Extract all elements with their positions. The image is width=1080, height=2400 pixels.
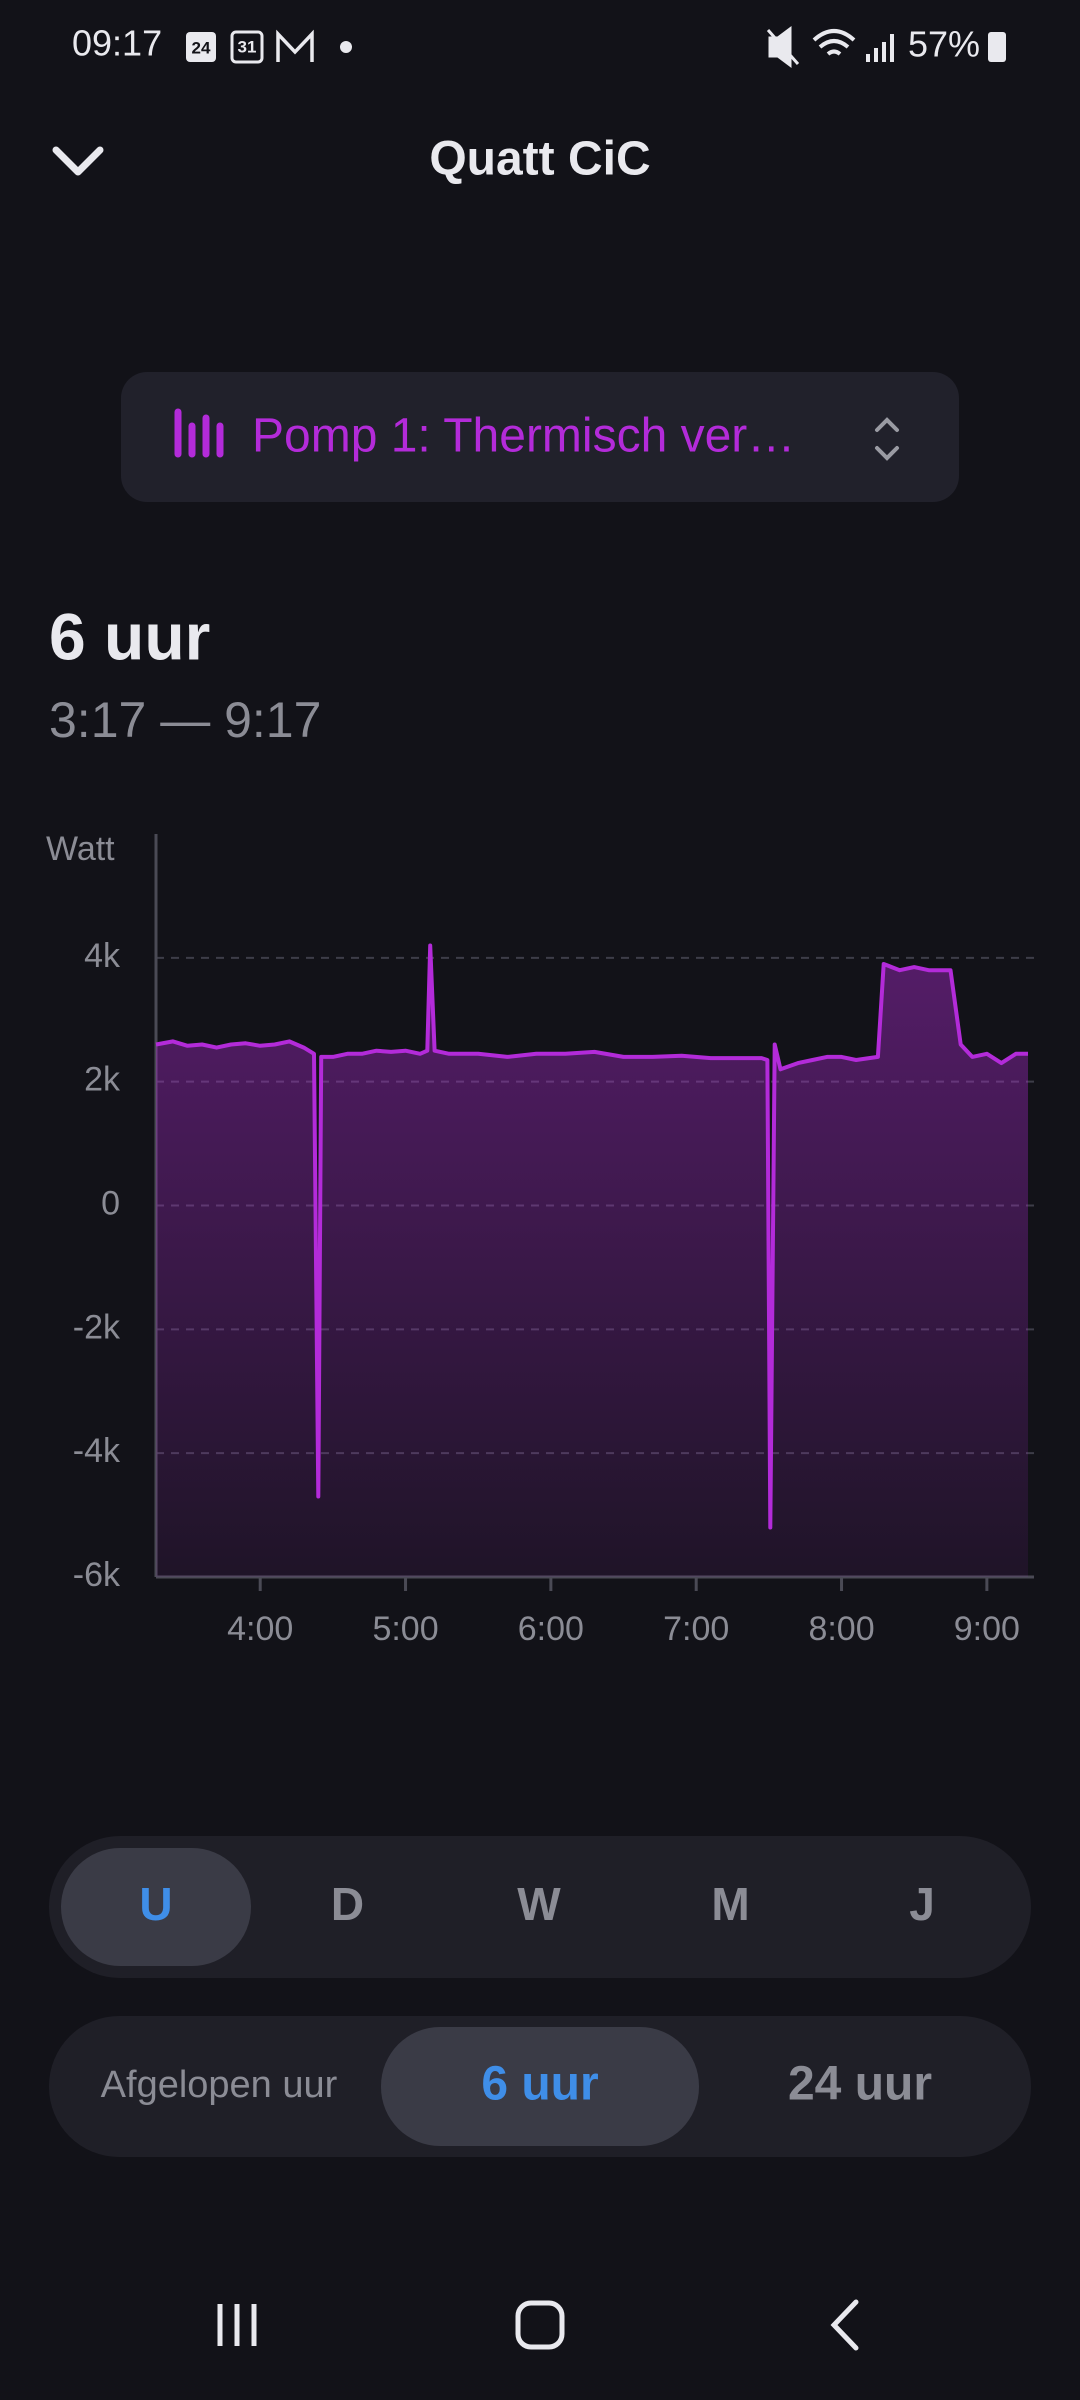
x-tick-label: 5:00: [372, 1610, 438, 1648]
selector-label: Pomp 1: Thermisch ver…: [252, 410, 795, 463]
period-option[interactable]: W: [517, 1878, 561, 1930]
range-option[interactable]: Afgelopen uur: [101, 2064, 338, 2106]
home-button[interactable]: [515, 2300, 565, 2350]
x-tick-label: 8:00: [808, 1610, 874, 1648]
y-tick-label: 2k: [84, 1061, 121, 1099]
x-tick-label: 7:00: [663, 1610, 729, 1648]
line: [155, 943, 1028, 1530]
duration: 6 uur: [49, 599, 210, 673]
calendar-date: 31: [238, 37, 257, 56]
mail-icon: [276, 29, 314, 62]
x-tick-label: 9:00: [954, 1610, 1020, 1648]
selector-arrows: [875, 417, 899, 461]
range-option[interactable]: 6 uur: [481, 2058, 598, 2111]
period-option[interactable]: J: [909, 1878, 935, 1930]
status-time: 09:17: [72, 23, 162, 64]
series-selector[interactable]: [121, 372, 959, 502]
time-range: 3:17 — 9:17: [49, 692, 321, 748]
recents-button[interactable]: [217, 2304, 257, 2346]
x-tick-label: 6:00: [518, 1610, 584, 1648]
collapse-button[interactable]: [52, 146, 104, 176]
selected-range: [381, 2027, 699, 2146]
y-tick-label: -2k: [73, 1308, 121, 1346]
tabs: U D W M J Afgelopen uur 6 uur 24 uur: [61, 1848, 935, 2146]
wifi-icon: [812, 29, 856, 56]
chart-icon: [174, 408, 224, 458]
area: [156, 945, 1028, 1577]
calendar-day: 24: [192, 38, 211, 57]
y-axis-label: Watt: [46, 830, 115, 868]
period-option[interactable]: M: [711, 1878, 749, 1930]
calendar-icon: [230, 30, 264, 64]
y-tick-label: 4k: [84, 937, 121, 975]
battery-level: 57%: [908, 24, 980, 65]
calendar-icon: [186, 32, 216, 62]
period-option[interactable]: U: [139, 1878, 172, 1930]
y-tick-label: 0: [101, 1184, 120, 1222]
header-title: Quatt CiC: [429, 133, 650, 186]
period-option[interactable]: D: [331, 1878, 364, 1930]
x-tick-label: 4:00: [227, 1610, 293, 1648]
mute-icon: [766, 26, 800, 68]
range-option[interactable]: 24 uur: [788, 2058, 932, 2111]
y-tick-label: -6k: [73, 1556, 121, 1594]
period-tabs: [49, 1836, 1031, 1978]
selected-period: [61, 1848, 251, 1966]
chart: Watt -6k -4k -2k 0 2k 4k 4:00 5:00 6:00 7:00 8:00 9…: [46, 830, 1034, 1648]
back-button[interactable]: [830, 2299, 859, 2351]
battery-icon: [988, 32, 1006, 62]
y-tick-label: -4k: [73, 1432, 121, 1470]
dot-icon: [340, 41, 352, 53]
signal-icon: [866, 34, 894, 62]
